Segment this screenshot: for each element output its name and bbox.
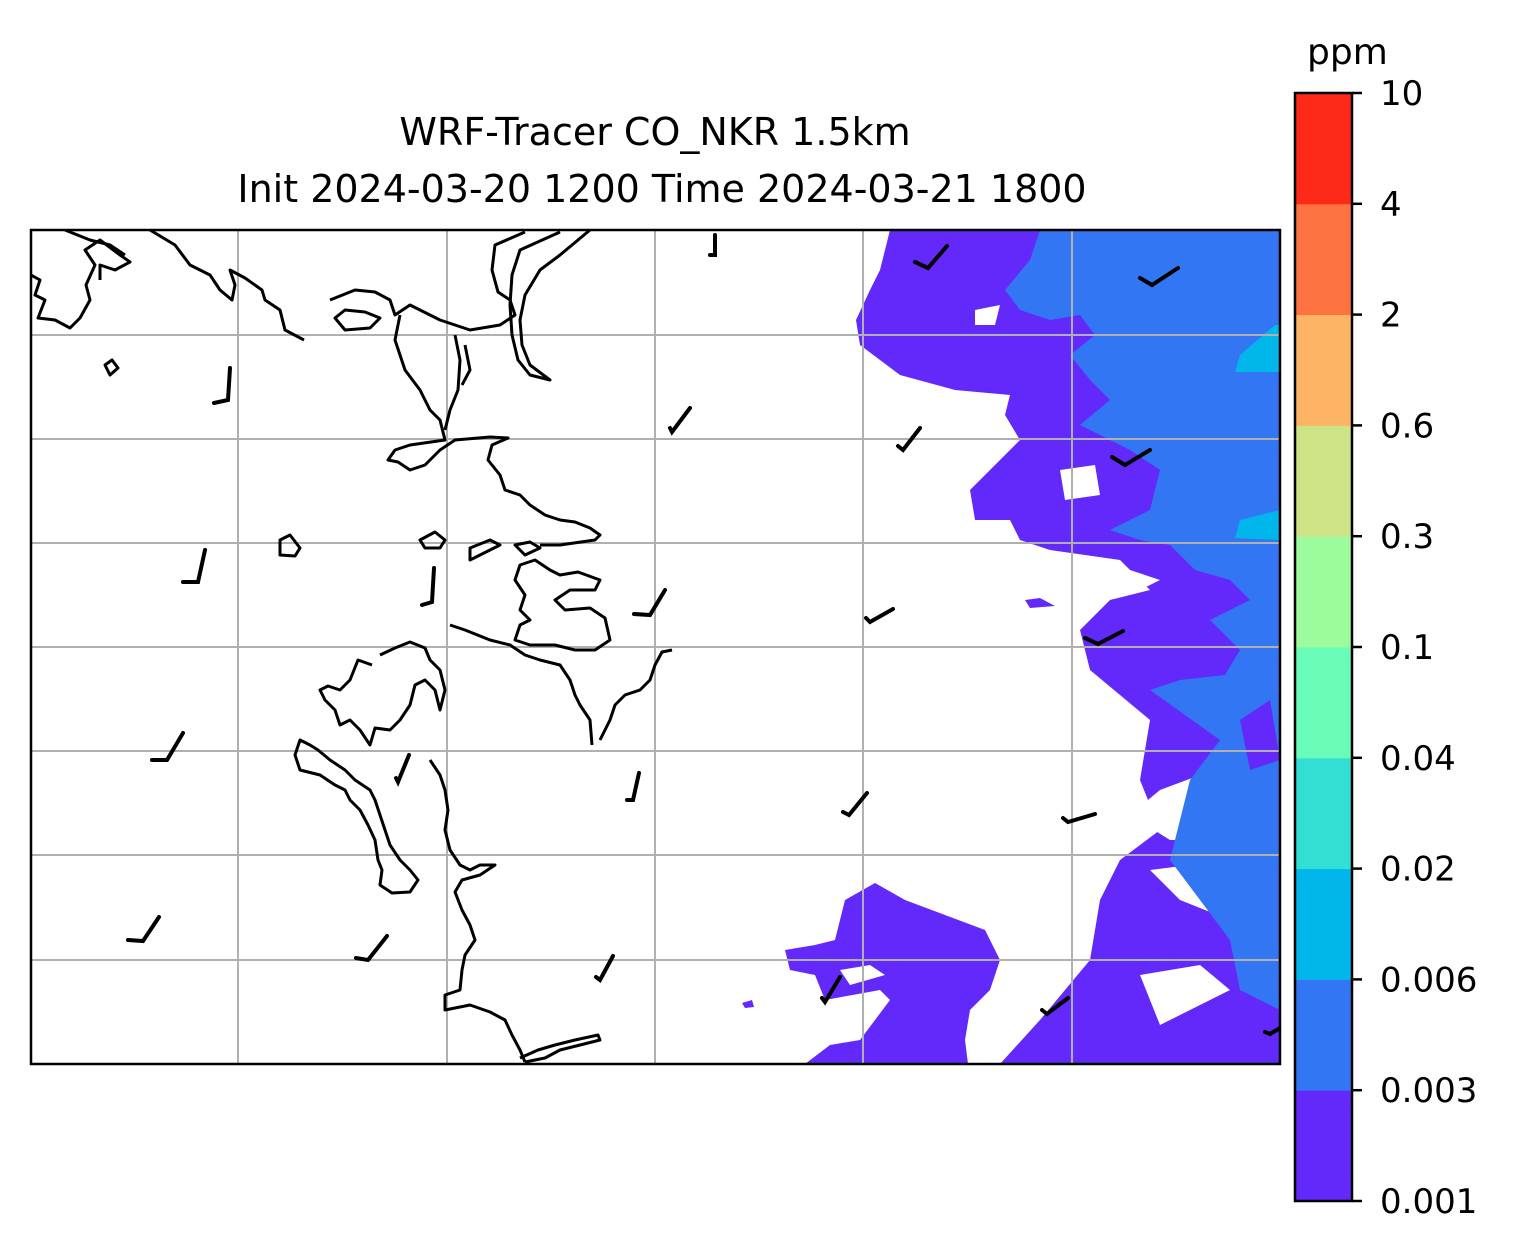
wind-barb	[1040, 996, 1070, 1017]
map-frame	[29, 228, 1282, 1066]
wind-barb	[594, 954, 615, 983]
coastline-peninsula-central	[386, 314, 602, 547]
colorbar-tick-label: 0.3	[1380, 517, 1434, 557]
wind-barb	[1138, 266, 1180, 288]
colorbar-tick-label: 4	[1380, 185, 1402, 225]
wind-barb	[708, 233, 717, 257]
tracer-gap	[1140, 965, 1230, 1025]
colorbar-band	[1295, 979, 1352, 1091]
tracer-pocket	[1240, 700, 1280, 770]
colorbar-tick-label: 0.003	[1380, 1071, 1477, 1111]
colorbar-band	[1295, 1090, 1352, 1202]
chart-subtitle: Init 2024-03-20 1200 Time 2024-03-21 180…	[237, 167, 1086, 211]
wind-barb	[668, 406, 692, 436]
colorbar-tick-label: 0.1	[1380, 628, 1434, 668]
tracer-speck	[742, 1000, 754, 1008]
colorbar-tick-label: 10	[1380, 74, 1423, 114]
coastline-peninsula-south	[428, 759, 527, 1063]
colorbar-bands	[1295, 93, 1352, 1202]
colorbar-tick-label: 2	[1380, 296, 1402, 336]
colorbar-tick-label: 0.02	[1380, 850, 1456, 890]
wind-barb	[394, 753, 411, 787]
colorbar-band	[1295, 93, 1352, 205]
wind-barb	[625, 771, 641, 802]
coastline-inlet	[443, 334, 472, 431]
wind-barb	[150, 731, 185, 762]
colorbar-tick-label: 0.04	[1380, 739, 1456, 779]
tracer-gap	[1125, 570, 1160, 590]
wind-barbs	[126, 233, 1280, 1037]
colorbar-band	[1295, 314, 1352, 426]
coastline-fjords	[318, 640, 447, 747]
wind-barb	[1263, 1026, 1280, 1037]
wind-barb	[820, 975, 842, 1006]
tracer-speck	[1025, 598, 1055, 608]
coastline-islands-middle	[278, 530, 542, 562]
tracer-gap	[975, 305, 1000, 325]
colorbar-ticks: 0.001 0.003 0.006 0.02 0.04 0.1 0.3 0.6 2 4 10	[1352, 74, 1477, 1222]
coastline-island-b	[103, 358, 120, 377]
colorbar-band	[1295, 868, 1352, 980]
colorbar-band	[1295, 425, 1352, 537]
colorbar-band	[1295, 647, 1352, 759]
colorbar-unit-label: ppm	[1307, 32, 1388, 73]
wind-barb	[420, 566, 436, 607]
coastline-bay-north	[329, 230, 526, 332]
map-panel	[29, 228, 1282, 1066]
tracer-region-east-edge	[1005, 230, 1280, 1010]
colorbar-tick-label: 0.6	[1380, 406, 1434, 446]
coastline-northwest	[31, 238, 132, 330]
tracer-gap	[1060, 465, 1100, 500]
tracer-region-spot-north	[1235, 325, 1280, 372]
coastline-island-a	[333, 308, 382, 332]
colorbar-tick-label: 0.006	[1380, 960, 1477, 1000]
wind-barb	[896, 426, 922, 453]
tracer-region-spot-middle	[1235, 510, 1280, 540]
coastline-north-shore	[64, 230, 305, 342]
coastline-spit	[519, 1033, 602, 1064]
wind-barb	[1061, 812, 1097, 825]
chart-title: WRF-Tracer CO_NKR 1.5km	[399, 110, 910, 154]
coastline-river-upper	[508, 230, 591, 382]
wind-barb	[1083, 629, 1125, 647]
colorbar-band	[1295, 203, 1352, 316]
gridlines	[31, 230, 1280, 1064]
wind-barb	[1110, 448, 1152, 468]
coastline-lake	[513, 558, 612, 652]
wind-barb	[212, 366, 232, 405]
tracer-region-south	[785, 883, 1000, 1064]
coastlines	[31, 230, 673, 1064]
wind-barb	[181, 548, 207, 584]
wind-barb	[913, 244, 949, 271]
wind-barb	[126, 915, 161, 944]
colorbar-band	[1295, 536, 1352, 648]
colorbar: 0.001 0.003 0.006 0.02 0.04 0.1 0.3 0.6 2 4 10 ppm	[1293, 32, 1477, 1222]
wind-barb	[864, 607, 895, 625]
tracer-pocket	[1180, 925, 1210, 952]
wind-barb	[841, 791, 869, 818]
wind-barb	[354, 934, 389, 963]
coastline-west-fjord	[293, 738, 420, 895]
wind-barb	[632, 588, 667, 618]
coastline-south-central	[449, 623, 673, 746]
colorbar-tick-label: 0.001	[1380, 1182, 1477, 1222]
colorbar-band	[1295, 757, 1352, 870]
